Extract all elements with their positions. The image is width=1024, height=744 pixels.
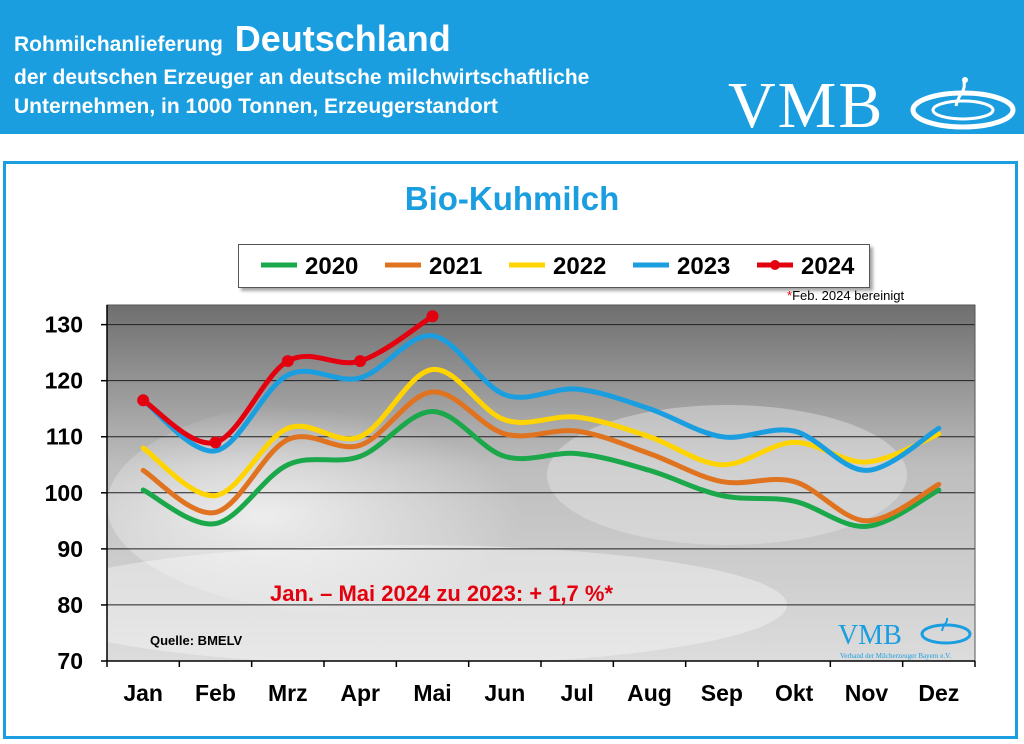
milk-splash-logo-icon	[910, 77, 1016, 130]
series-point-2024-apr	[354, 355, 367, 368]
x-tick-label-jul: Jul	[561, 680, 594, 706]
footnote: *Feb. 2024 bereinigt	[787, 288, 904, 303]
watermark-subtitle: Verband der Milcherzeuger Bayern e.V.	[840, 652, 951, 660]
legend-swatch-2020	[261, 262, 297, 268]
x-tick-label-feb: Feb	[195, 680, 236, 706]
chart-title: Bio-Kuhmilch	[404, 180, 620, 217]
source-label: Quelle: BMELV	[150, 633, 243, 648]
footnote-text: Feb. 2024 bereinigt	[792, 288, 905, 303]
x-tick-label-jan: Jan	[123, 680, 163, 706]
series-point-2024-mrz	[281, 355, 294, 368]
legend-swatch-2021	[385, 262, 421, 268]
series-line-2020	[140, 409, 942, 529]
watermark-logo-text: VMB	[838, 620, 902, 651]
x-tick-label-sep: Sep	[701, 680, 743, 706]
legend-swatch-2024	[757, 260, 793, 270]
vmb-logo: VMB	[728, 69, 885, 142]
y-tick-label-130: 130	[45, 312, 83, 338]
x-tick-label-mrz: Mrz	[268, 680, 308, 706]
series-point-2024-mai	[426, 310, 439, 323]
y-tick-label-100: 100	[45, 480, 83, 506]
x-tick-label-aug: Aug	[627, 680, 672, 706]
x-tick-label-dez: Dez	[918, 680, 959, 706]
legend: 2020 2021 2022 2023 2024	[238, 244, 870, 288]
plot-background	[107, 305, 975, 661]
legend-label-2020: 2020	[305, 253, 359, 280]
header-line-3: Unternehmen, in 1000 Tonnen, Erzeugersta…	[14, 95, 498, 118]
x-tick-label-okt: Okt	[775, 680, 814, 706]
series-point-2024-feb	[209, 436, 222, 449]
vmb-watermark-logo: VMB Verband der Milcherzeuger Bayern e.V…	[838, 617, 972, 660]
x-tick-label-mai: Mai	[413, 680, 451, 706]
y-tick-label-110: 110	[46, 424, 83, 450]
y-tick-label-90: 90	[57, 536, 83, 562]
series-point-2024-jan	[137, 394, 150, 407]
series-line-2022	[140, 366, 942, 499]
legend-label-2023: 2023	[677, 253, 731, 280]
legend-label-2022: 2022	[553, 253, 607, 280]
series-line-2021	[140, 389, 942, 524]
x-tick-label-apr: Apr	[340, 680, 380, 706]
header-line-1: Rohmilchanlieferung Deutschland	[14, 18, 451, 60]
x-tick-label-nov: Nov	[845, 680, 889, 706]
legend-label-2021: 2021	[429, 253, 483, 280]
legend-swatch-2022	[509, 262, 545, 268]
chart-annotation: Jan. – Mai 2024 zu 2023: + 1,7 %*	[270, 581, 614, 606]
header-banner: Rohmilchanlieferung Deutschland der deut…	[0, 0, 1024, 142]
y-tick-label-70: 70	[57, 648, 83, 674]
y-tick-label-80: 80	[57, 592, 83, 618]
x-tick-label-jun: Jun	[484, 680, 525, 706]
header-line-2: der deutschen Erzeuger an deutsche milch…	[14, 66, 590, 89]
legend-swatch-2023	[633, 262, 669, 268]
y-tick-label-120: 120	[45, 368, 83, 394]
header-country: Deutschland	[234, 18, 451, 59]
legend-label-2024: 2024	[801, 253, 855, 280]
footnote-asterisk: *	[787, 288, 793, 303]
series-line-2023	[140, 333, 942, 473]
header-prefix: Rohmilchanlieferung	[14, 33, 223, 56]
